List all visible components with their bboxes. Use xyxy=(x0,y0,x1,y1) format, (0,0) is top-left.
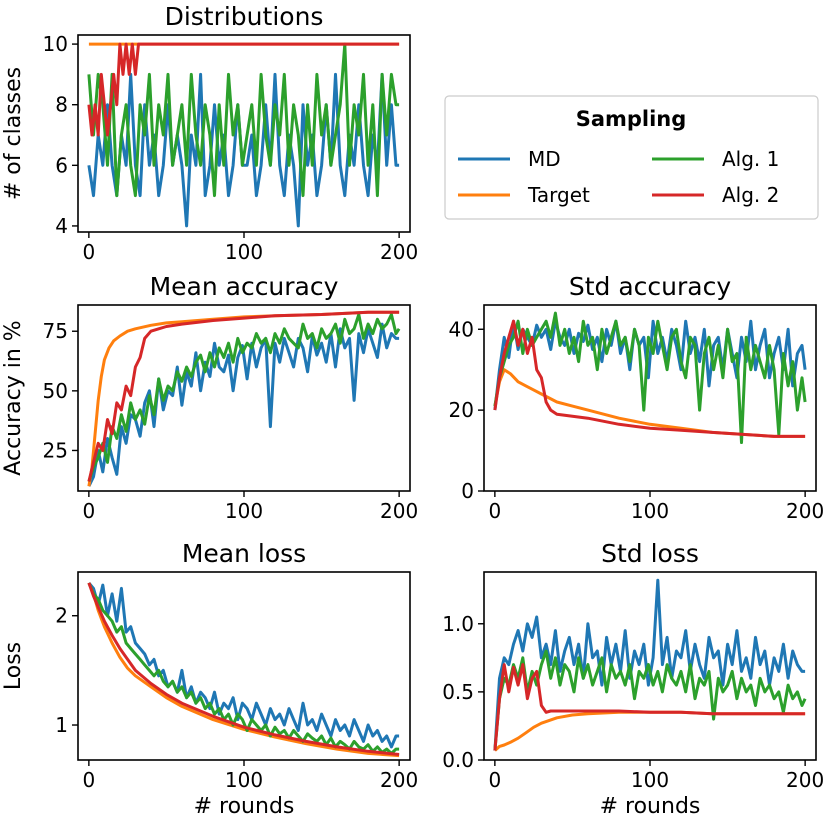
chart-std-accuracy: 0 100 200 0 20 40 Std accuracy xyxy=(449,272,825,523)
mean-loss-ytick-label: 2 xyxy=(55,604,68,628)
distributions-series-alg2 xyxy=(87,42,400,137)
std-accuracy-xtick-label: 0 xyxy=(488,499,501,523)
std-loss-xtick-label: 200 xyxy=(786,768,824,792)
mean-accuracy-axes-frame xyxy=(77,304,411,492)
chart-distributions: 0 100 200 4 6 8 10 Distributions # of classes xyxy=(1,2,418,264)
mean-loss-series-md xyxy=(87,581,400,749)
mean-accuracy-ytick-label: 50 xyxy=(43,379,68,403)
legend-target-label: Target xyxy=(527,183,590,207)
distributions-ytick-label: 4 xyxy=(55,214,68,238)
std-accuracy-series xyxy=(493,311,807,444)
std-accuracy-xtick-label: 100 xyxy=(631,499,669,523)
std-loss-ytick-label: 0.5 xyxy=(442,680,474,704)
mean-accuracy-series-alg2 xyxy=(87,310,400,482)
std-loss-ytick-label: 1.0 xyxy=(442,612,474,636)
std-loss-xlabel: # rounds xyxy=(600,794,701,819)
distributions-ytick-label: 6 xyxy=(55,153,68,177)
legend-alg1-label: Alg. 1 xyxy=(722,147,779,171)
distributions-xtick-label: 0 xyxy=(82,240,95,264)
mean-loss-series-target xyxy=(87,582,400,758)
chart-std-loss: 0 100 200 0.0 0.5 1.0 Std loss # rounds xyxy=(442,539,824,819)
mean-loss-xtick-label: 200 xyxy=(380,768,418,792)
mean-loss-xlabel: # rounds xyxy=(194,794,295,819)
mean-accuracy-ytick-label: 75 xyxy=(43,319,68,343)
distributions-series-alg1 xyxy=(87,42,400,198)
std-accuracy-ytick-label: 20 xyxy=(449,398,474,422)
mean-accuracy-ytick-label: 25 xyxy=(43,438,68,462)
mean-loss-title: Mean loss xyxy=(182,539,306,568)
legend-title: Sampling xyxy=(576,107,687,131)
std-loss-series-alg2 xyxy=(493,663,806,751)
mean-loss-xtick-label: 100 xyxy=(225,768,263,792)
legend-frame xyxy=(444,95,819,220)
mean-accuracy-series xyxy=(87,310,401,487)
mean-accuracy-xtick-label: 100 xyxy=(225,499,263,523)
mean-loss-series-alg2 xyxy=(87,582,400,756)
std-accuracy-series-alg1 xyxy=(493,311,807,444)
mean-loss-ylabel: Loss xyxy=(1,642,26,690)
distributions-title: Distributions xyxy=(165,2,324,31)
std-loss-xtick-label: 100 xyxy=(631,768,669,792)
legend-md-label: MD xyxy=(528,147,561,171)
chart-mean-accuracy: 0 100 200 25 50 75 Mean accuracy Accuracy in % xyxy=(1,272,418,523)
distributions-series xyxy=(87,42,400,228)
std-accuracy-series-md xyxy=(493,319,807,411)
mean-loss-ytick-label: 1 xyxy=(55,713,68,737)
std-loss-series-alg1 xyxy=(493,649,807,751)
std-loss-series xyxy=(493,578,807,752)
mean-accuracy-series-alg1 xyxy=(87,313,401,482)
distributions-ytick-label: 10 xyxy=(43,32,68,56)
distributions-ylabel: # of classes xyxy=(1,67,26,200)
mean-loss-xtick-label: 0 xyxy=(82,768,95,792)
distributions-ytick-label: 8 xyxy=(55,93,68,117)
std-loss-series-target xyxy=(493,710,806,752)
std-accuracy-ytick-label: 0 xyxy=(461,479,474,503)
std-accuracy-series-alg2 xyxy=(493,319,806,438)
distributions-xtick-label: 200 xyxy=(380,240,418,264)
distributions-xtick-label: 100 xyxy=(225,240,263,264)
mean-accuracy-xtick-label: 0 xyxy=(82,499,95,523)
std-accuracy-title: Std accuracy xyxy=(569,272,731,301)
mean-loss-series xyxy=(87,581,400,758)
std-accuracy-ytick-label: 40 xyxy=(449,317,474,341)
std-accuracy-xtick-label: 200 xyxy=(786,499,824,523)
std-loss-ytick-label: 0.0 xyxy=(442,748,474,772)
mean-accuracy-ylabel: Accuracy in % xyxy=(1,320,26,475)
legend: Sampling MD Target Alg. 1 Alg. 2 xyxy=(444,95,819,220)
legend-alg2-label: Alg. 2 xyxy=(722,183,779,207)
std-loss-title: Std loss xyxy=(601,539,699,568)
std-loss-xtick-label: 0 xyxy=(488,768,501,792)
chart-mean-loss: 0 100 200 1 2 Mean loss # rounds Loss xyxy=(1,539,418,819)
mean-accuracy-xtick-label: 200 xyxy=(380,499,418,523)
mean-accuracy-title: Mean accuracy xyxy=(150,272,339,301)
mean-accuracy-series-md xyxy=(87,322,400,487)
